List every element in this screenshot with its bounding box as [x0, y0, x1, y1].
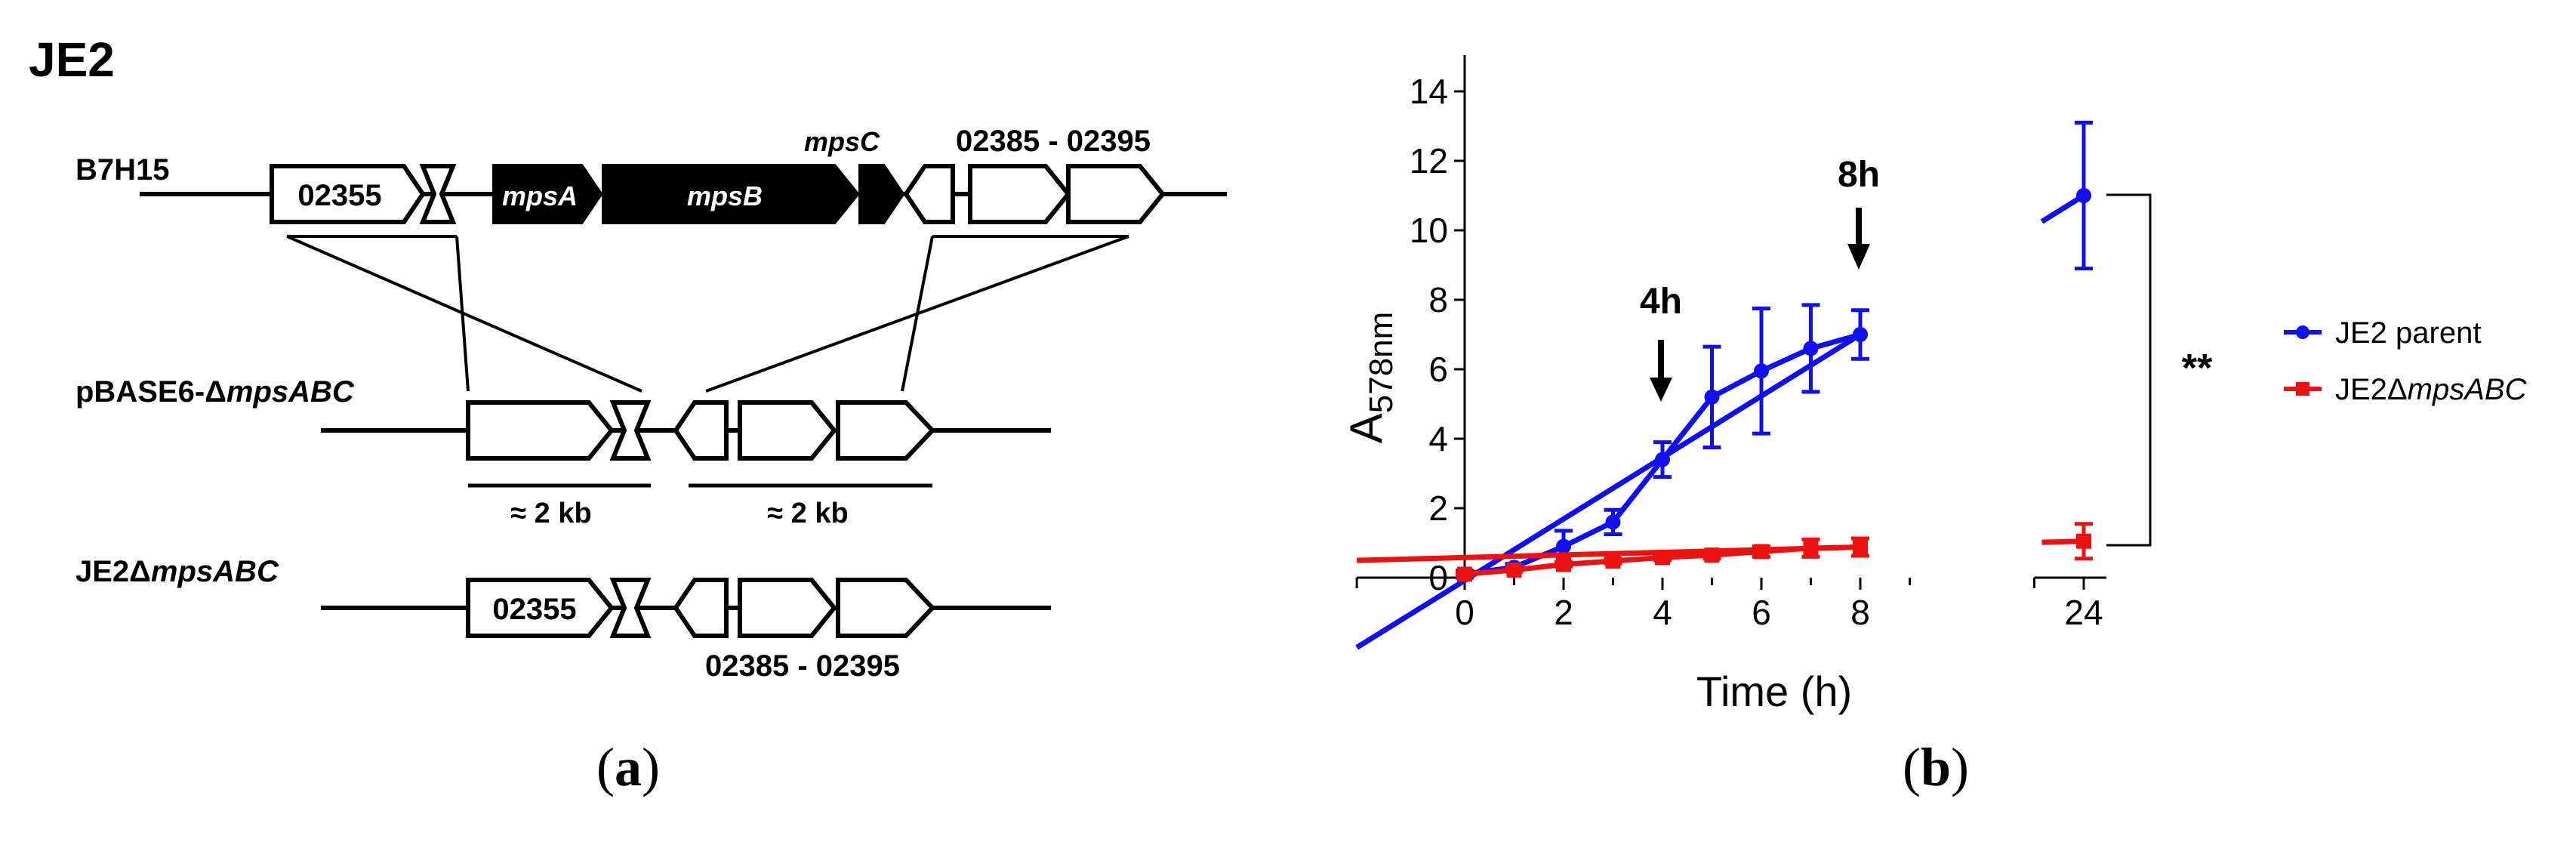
- small-gene-row1: [419, 164, 457, 224]
- y-tick-label: 4: [1428, 419, 1448, 458]
- gene-02395-row1: [1066, 164, 1166, 224]
- gene-mpsa-label: mpsA: [502, 180, 578, 211]
- row-label-je2-mutant: JE2ΔmpsABC: [75, 555, 279, 588]
- gene-02355-label-row1: 02355: [297, 179, 381, 212]
- y-axis-label: A578nm: [1341, 312, 1400, 444]
- reverse-gene-row2: [673, 400, 729, 461]
- y-tick-label: 12: [1410, 141, 1448, 180]
- data-point: [1803, 341, 1819, 356]
- x-axis-label: Time (h): [1696, 668, 1852, 715]
- crossover-line-6: [705, 235, 1129, 393]
- reverse-gene-row3: [673, 578, 729, 638]
- data-point: [1853, 539, 1868, 555]
- series-line-segment: [2040, 193, 2085, 224]
- caption-b: (b): [1903, 737, 1970, 797]
- gene-mpsb-label: mpsB: [687, 180, 763, 211]
- crossover-line-2: [286, 235, 642, 393]
- panel-b-growth-chart: 0 2 4 6 8 10 12 14 0 2 4 6 8 24 A578nm Time (h) 4h 8h…: [1283, 0, 2576, 848]
- data-point: [1704, 389, 1720, 405]
- gene-mpsb: [602, 164, 860, 224]
- series-line-segment: [1760, 346, 1812, 374]
- y-tick-label: 8: [1428, 280, 1448, 319]
- gene-02395-row2: [836, 400, 936, 461]
- caption-a: (a): [596, 737, 660, 797]
- x-tick-label: 2: [1554, 593, 1573, 632]
- data-point: [1803, 540, 1819, 556]
- legend-label-je2-mutant: JE2ΔmpsABC: [2335, 373, 2528, 406]
- arrow-4h-label: 4h: [1640, 282, 1682, 322]
- chart-series: [1355, 120, 2093, 650]
- x-tick-label: 8: [1850, 593, 1870, 632]
- y-tick-label: 6: [1428, 350, 1448, 389]
- gene-mpsc: [858, 164, 905, 224]
- legend-item-je2-parent: JE2 parent: [2284, 316, 2481, 350]
- x-tick-label: 6: [1752, 593, 1771, 632]
- gene-map-svg: B7H15 02355 mpsA mpsB mpsC 02385 - 02395…: [75, 125, 1227, 683]
- x-tick-label: 4: [1653, 593, 1672, 632]
- data-point: [1853, 327, 1868, 342]
- series-line-segment: [1660, 395, 1715, 461]
- y-tick-label: 10: [1410, 211, 1448, 250]
- arrow-8h-label: 8h: [1838, 155, 1880, 195]
- data-point: [1605, 514, 1621, 530]
- gene-02355-row1: [270, 164, 426, 224]
- data-point: [1506, 562, 1522, 578]
- small-gene-row2: [609, 400, 652, 461]
- data-point: [1457, 566, 1472, 582]
- row-label-pbase6: pBASE6-ΔmpsABC: [75, 375, 355, 409]
- data-point: [1754, 363, 1769, 379]
- homology-arm-right-label: ≈ 2 kb: [767, 498, 848, 529]
- gene-02385-row3: [738, 578, 837, 638]
- row-label-b7h15: B7H15: [75, 153, 170, 187]
- gene-02355-label-row3: 02355: [492, 593, 576, 626]
- legend: JE2 parent JE2ΔmpsABC: [2284, 316, 2528, 406]
- gene-02385-row1: [968, 164, 1071, 224]
- arrow-4h-icon: [1650, 340, 1672, 402]
- gene-02355-row3: [466, 578, 615, 638]
- series-line-segment: [1355, 332, 1862, 650]
- x-tick-label: 0: [1455, 593, 1474, 632]
- strain-title: JE2: [29, 32, 115, 87]
- gene-02395-row3: [836, 578, 936, 638]
- series-line-segment: [1610, 458, 1665, 524]
- gene-mpsa: [492, 164, 603, 224]
- gene-02355-row2: [466, 400, 615, 461]
- significance-stars: **: [2182, 347, 2213, 390]
- gene-range-label-row3: 02385 - 02395: [705, 649, 900, 683]
- panel-a-gene-map: JE2 B7H15 02355 mpsA mpsB mpsC 02385 - 0…: [0, 0, 1283, 848]
- data-point: [1605, 553, 1621, 569]
- gene-range-label-row1: 02385 - 02395: [956, 125, 1151, 158]
- significance-bracket: [2106, 193, 2152, 547]
- series-line-segment: [1710, 368, 1763, 399]
- data-point: [1704, 547, 1720, 563]
- data-point: [2076, 533, 2091, 549]
- homology-arm-left-label: ≈ 2 kb: [510, 498, 591, 529]
- y-tick-label: 14: [1410, 72, 1448, 111]
- series-1: [1357, 522, 2093, 582]
- legend-label-je2-parent: JE2 parent: [2335, 316, 2481, 350]
- data-point: [1556, 538, 1571, 554]
- data-point: [1655, 452, 1670, 467]
- series-line-segment: [1562, 520, 1615, 549]
- data-point: [1754, 544, 1769, 560]
- crossover-line-3: [455, 236, 470, 392]
- data-point: [1655, 550, 1670, 566]
- data-point: [1556, 557, 1571, 572]
- gene-mpsc-label: mpsC: [804, 126, 880, 157]
- y-tick-label: 2: [1428, 489, 1448, 528]
- reverse-gene-row1: [903, 164, 955, 224]
- small-gene-row3: [609, 578, 652, 638]
- arrow-8h-icon: [1847, 208, 1870, 270]
- data-point: [2076, 188, 2091, 203]
- x-tick-label: 24: [2064, 593, 2103, 632]
- gene-02385-row2: [738, 400, 837, 461]
- legend-item-je2-mutant: JE2ΔmpsABC: [2284, 373, 2528, 406]
- series-line-segment: [1662, 552, 1712, 560]
